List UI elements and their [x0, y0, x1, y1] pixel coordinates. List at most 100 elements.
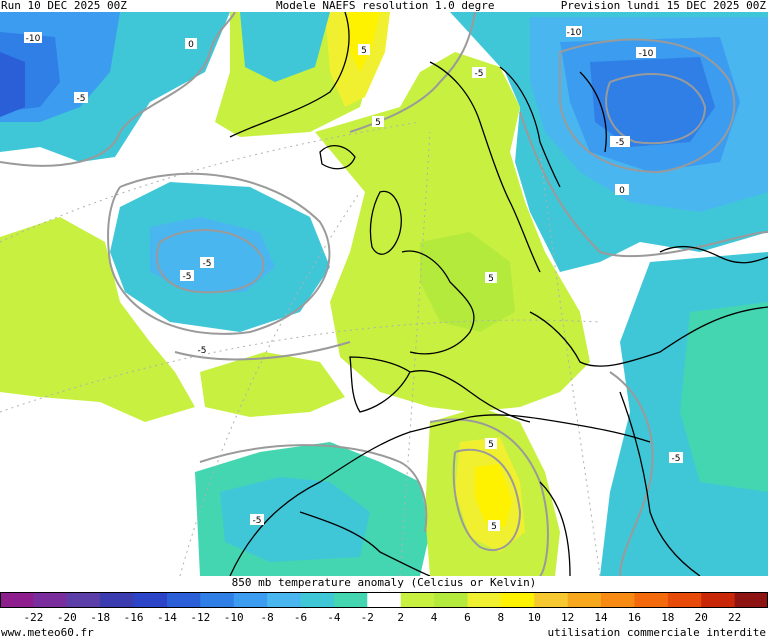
contour-label: -5	[669, 452, 683, 464]
color-scale-tick: 16	[627, 611, 642, 624]
anomaly-cold-mideast-core	[680, 302, 768, 492]
contour-label: -10	[636, 47, 656, 59]
graticule	[0, 121, 601, 576]
contour-labels: -10 -5 0 5 -5 -10 -10 -5 0 -5 -5 -5 5 5 …	[24, 26, 683, 532]
color-scale-swatch	[434, 592, 469, 608]
color-scale-tick: 12	[561, 611, 575, 624]
contour-label-text: -5	[203, 259, 212, 269]
contour-label-text: 0	[188, 40, 194, 50]
contour-label-text: 5	[361, 46, 367, 56]
color-scale-swatch	[200, 592, 235, 608]
run-label: Run 10 DEC 2025 00Z	[1, 0, 127, 12]
color-scale-swatch	[400, 592, 435, 608]
color-scale-swatch	[367, 592, 402, 608]
contour-label: 5	[372, 116, 384, 128]
color-scale-tick: -22	[23, 611, 44, 624]
color-scale-swatch	[166, 592, 201, 608]
contour-label: -5	[610, 136, 630, 148]
color-scale-tick: -18	[90, 611, 111, 624]
contour-label: -5	[74, 92, 88, 104]
color-scale-swatch	[567, 592, 602, 608]
color-scale-tick: -12	[190, 611, 211, 624]
color-scale-ticks: -22 -20 -18 -16 -14 -12 -10 -8 -6 -4 -2 2 4 6 8 10 12 14 1…	[0, 612, 768, 626]
color-scale-tick: -16	[123, 611, 144, 624]
contour-label-text: 0	[619, 186, 625, 196]
site-credit: www.meteo60.fr	[1, 626, 94, 639]
color-scale-swatch	[0, 592, 34, 608]
contour-label: -5	[200, 257, 214, 269]
contour-label-text: -5	[198, 346, 207, 356]
color-scale-tick: 18	[661, 611, 675, 624]
contour-label-text: -10	[567, 28, 582, 38]
color-scale-tick: -10	[223, 611, 244, 624]
color-scale-tick: -14	[157, 611, 177, 624]
color-scale-tick: -2	[360, 611, 374, 624]
contour-label-text: 5	[488, 440, 494, 450]
contour-label: -10	[24, 32, 42, 44]
color-scale-swatch	[500, 592, 535, 608]
color-scale-swatch	[33, 592, 68, 608]
color-scale-swatch	[667, 592, 702, 608]
color-scale-tick: 22	[727, 611, 742, 624]
color-scale-tick: 2	[397, 611, 404, 624]
color-scale-swatch	[534, 592, 569, 608]
contour-label: -5	[180, 270, 194, 282]
anomaly-warm-mid-atlantic	[200, 352, 345, 417]
contour-label-text: 5	[375, 118, 381, 128]
contour-label: 5	[488, 520, 500, 532]
color-scale-tick: 8	[497, 611, 505, 624]
color-scale-tick: 4	[430, 611, 438, 624]
map-caption: 850 mb temperature anomaly (Celcius or K…	[231, 576, 537, 589]
color-scale-swatch	[300, 592, 335, 608]
forecast-label: Prevision lundi 15 DEC 2025 00Z	[560, 0, 766, 12]
usage-notice: utilisation commerciale interdite	[547, 626, 766, 639]
anomaly-warm-sahara-max	[475, 464, 512, 527]
anomaly-warm-europe	[315, 52, 590, 412]
anomaly-cold-sahara-west-core	[220, 477, 370, 562]
color-scale-tick: -20	[56, 611, 77, 624]
color-scale-swatch	[100, 592, 135, 608]
color-scale-swatch	[267, 592, 302, 608]
color-scale-swatch	[601, 592, 636, 608]
contour-label: 0	[185, 38, 197, 50]
contour-label: -10	[566, 26, 582, 38]
contour-label-text: -5	[475, 69, 484, 79]
color-scale-swatch	[734, 592, 768, 608]
contour-label: -5	[196, 344, 208, 356]
color-scale-swatch	[467, 592, 502, 608]
contour-label-text: -5	[183, 272, 192, 282]
color-scale-tick: 6	[464, 611, 471, 624]
contour-label-text: -5	[672, 454, 681, 464]
contour-label: -5	[250, 514, 264, 526]
coastlines	[229, 12, 768, 576]
anomaly-warm-europe-core	[420, 232, 515, 332]
color-scale-tick: 10	[527, 611, 541, 624]
color-scale-swatch	[233, 592, 268, 608]
color-scale-tick: -8	[260, 611, 274, 624]
contour-label-text: -5	[77, 94, 86, 104]
color-scale-swatch	[333, 592, 368, 608]
color-scale-tick: 14	[594, 611, 608, 624]
color-scale-bar	[0, 592, 768, 608]
contour-label-text: -10	[639, 49, 654, 59]
contour-label: 0	[615, 184, 629, 196]
anomaly-warm-west-atlantic	[0, 217, 195, 422]
color-scale-swatch	[66, 592, 101, 608]
contour-lines	[0, 12, 768, 576]
contour-label-text: -5	[616, 138, 625, 148]
contour-label: 5	[358, 44, 370, 56]
contour-label-text: 5	[491, 522, 497, 532]
anomaly-warm-greenland-max	[348, 12, 380, 72]
contour-label-text: -10	[26, 34, 41, 44]
color-scale-tick: 20	[694, 611, 708, 624]
anomaly-cold-norway-sea	[240, 12, 330, 82]
anomaly-cold-northwest-min	[0, 52, 25, 117]
contour-label-text: -5	[253, 516, 262, 526]
contour-label: 5	[485, 272, 497, 284]
contour-label: -5	[472, 67, 486, 79]
color-scale-swatch	[634, 592, 669, 608]
anomaly-map: -10 -5 0 5 -5 -10 -10 -5 0 -5 -5 -5 5 5 …	[0, 12, 768, 576]
color-scale-swatch	[133, 592, 168, 608]
color-scale-swatch	[701, 592, 736, 608]
contour-label-text: 5	[488, 274, 494, 284]
